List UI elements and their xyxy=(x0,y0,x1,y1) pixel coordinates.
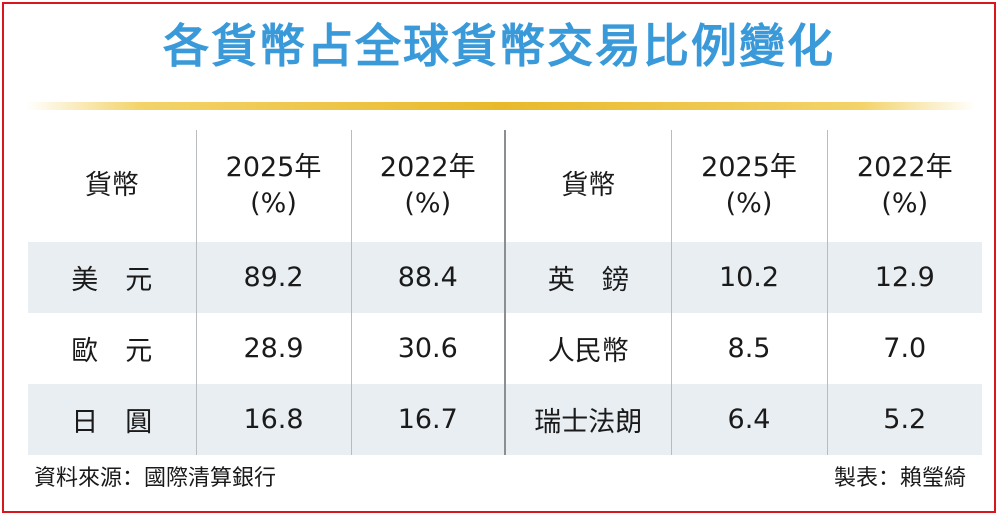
eur-2025: 28.9 xyxy=(195,313,351,384)
header-currency-left: 貨幣 xyxy=(84,170,139,201)
header-2022-right: 2022年 (%) xyxy=(826,130,982,242)
currency-eur: 歐 元 xyxy=(71,336,153,367)
table-header-row: 貨幣 2025年 (%) 2022年 (%) 貨幣 2025年 (%) xyxy=(28,130,982,242)
gbp-2022: 12.9 xyxy=(826,242,982,313)
eur-2022: 30.6 xyxy=(350,313,505,384)
gbp-2025: 10.2 xyxy=(670,242,827,313)
header-2022-left-year: 2022年 xyxy=(379,152,476,183)
header-2025-left: 2025年 (%) xyxy=(195,130,351,242)
jpy-2025: 16.8 xyxy=(195,384,351,455)
usd-2025: 89.2 xyxy=(195,242,351,313)
usd-2022: 88.4 xyxy=(350,242,505,313)
header-currency-right: 貨幣 xyxy=(504,130,671,242)
currency-gbp: 英 鎊 xyxy=(504,242,671,313)
currency-table: 貨幣 2025年 (%) 2022年 (%) 貨幣 2025年 (%) xyxy=(28,130,982,455)
chart-title: 各貨幣占全球貨幣交易比例變化 xyxy=(163,19,835,73)
header-2022-right-unit: (%) xyxy=(881,188,929,219)
cny-2022: 7.0 xyxy=(826,313,982,384)
table-row: 美 元 89.2 88.4 英 鎊 10.2 12.9 xyxy=(28,242,982,313)
currency-jpy: 日 圓 xyxy=(28,384,196,455)
header-2025-left-year: 2025年 xyxy=(225,152,322,183)
chf-2025: 6.4 xyxy=(670,384,827,455)
header-2025-right-unit: (%) xyxy=(725,188,773,219)
title-underline xyxy=(26,102,976,110)
currency-cny: 人民幣 xyxy=(504,313,671,384)
source-note: 資料來源：國際清算銀行 xyxy=(34,466,277,491)
header-2025-left-unit: (%) xyxy=(250,188,297,219)
header-2025-right-year: 2025年 xyxy=(701,152,797,183)
table-row: 歐 元 28.9 30.6 人民幣 8.5 7.0 xyxy=(28,313,982,384)
chf-2022: 5.2 xyxy=(826,384,982,455)
header-2022-left-unit: (%) xyxy=(404,188,452,219)
header-2022-right-year: 2022年 xyxy=(856,152,953,183)
currency-usd: 美 元 xyxy=(28,242,196,313)
header-2025-right: 2025年 (%) xyxy=(670,130,827,242)
table-row: 日 圓 16.8 16.7 瑞士法朗 6.4 5.2 xyxy=(28,384,982,455)
currency-chf: 瑞士法朗 xyxy=(504,384,671,455)
credit-note: 製表：賴瑩綺 xyxy=(833,466,966,491)
jpy-2022: 16.7 xyxy=(350,384,505,455)
cny-2025: 8.5 xyxy=(670,313,827,384)
header-2022-left: 2022年 (%) xyxy=(350,130,505,242)
